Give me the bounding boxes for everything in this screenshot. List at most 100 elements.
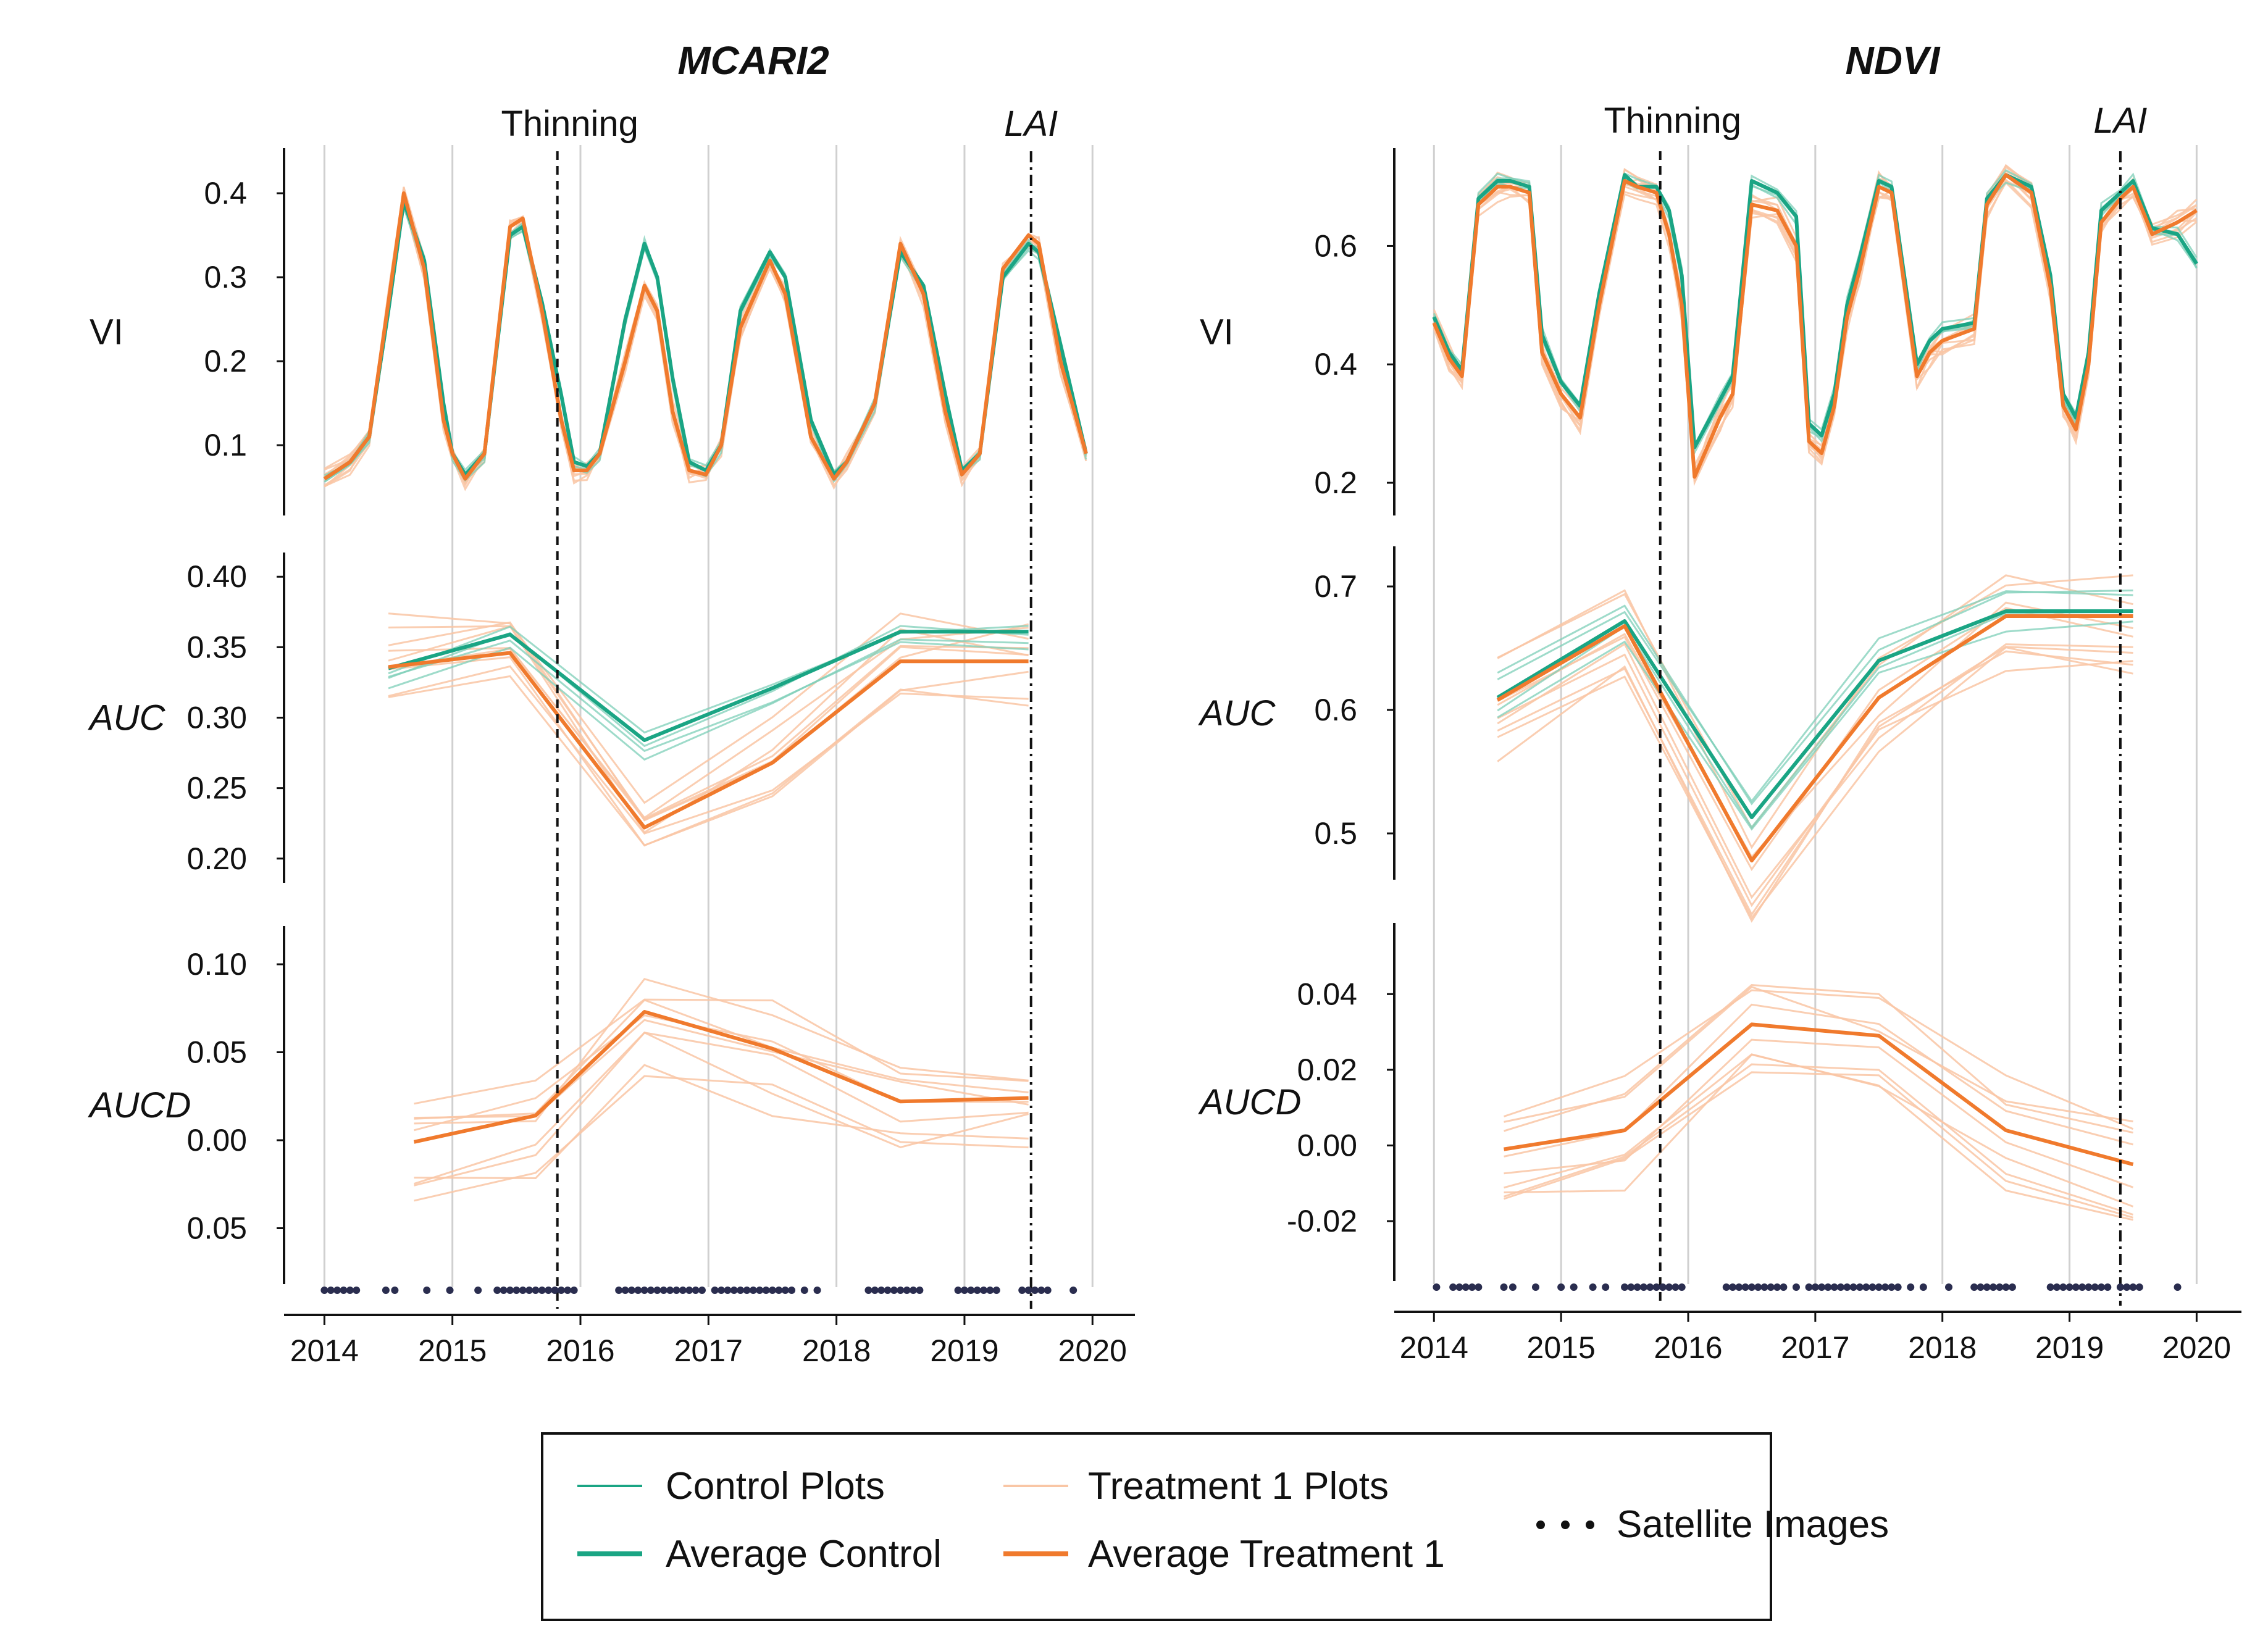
mcari2-satellite-dot bbox=[813, 1287, 821, 1294]
ndvi-satellite-dot bbox=[1509, 1283, 1517, 1291]
mcari2-satellite-dot bbox=[756, 1287, 764, 1294]
mcari2-panel-vi-treatment-plot-line bbox=[324, 187, 1087, 482]
mcari2-x-tick-label: 2015 bbox=[418, 1333, 487, 1368]
ndvi-satellite-dot bbox=[1990, 1283, 1998, 1291]
mcari2-x-tick-label: 2014 bbox=[290, 1333, 359, 1368]
mcari2-satellite-dot bbox=[986, 1287, 994, 1294]
ndvi-satellite-dot bbox=[1665, 1283, 1673, 1291]
mcari2-satellite-dot bbox=[538, 1287, 546, 1294]
mcari2-satellite-dot bbox=[877, 1287, 885, 1294]
mcari2-satellite-dot bbox=[871, 1287, 879, 1294]
mcari2-satellite-dot bbox=[897, 1287, 905, 1294]
mcari2-thinning-label: Thinning bbox=[501, 104, 638, 144]
ndvi-x-tick-label: 2020 bbox=[2162, 1330, 2231, 1365]
ndvi-satellite-dot bbox=[1773, 1283, 1781, 1291]
ndvi-satellite-dot bbox=[1907, 1283, 1915, 1291]
mcari2-panel-vi-treatment-plot-line bbox=[324, 200, 1087, 487]
mcari2-panel-aucd-treatment-plot-line bbox=[414, 999, 1029, 1120]
mcari2-panel-auc-average-treatment-line bbox=[388, 651, 1029, 830]
mcari2-satellite-dot bbox=[391, 1287, 399, 1294]
ndvi-satellite-dot bbox=[1919, 1283, 1927, 1291]
mcari2-satellite-dot bbox=[493, 1287, 501, 1294]
mcari2-satellite-dot bbox=[634, 1287, 642, 1294]
ndvi-satellite-dot bbox=[2046, 1283, 2054, 1291]
ndvi-satellite-dot bbox=[1627, 1283, 1635, 1291]
ndvi-panel-auc-treatment-plot-line bbox=[1497, 601, 2133, 859]
ndvi-panel-aucd-y-tick-label: 0.00 bbox=[1297, 1128, 1357, 1162]
ndvi-x-tick-label: 2018 bbox=[1908, 1330, 1977, 1365]
mcari2-satellite-dot bbox=[640, 1287, 648, 1294]
ndvi-panel-vi-y-tick-label: 0.4 bbox=[1314, 347, 1357, 382]
legend-label-control-plots: Control Plots bbox=[666, 1465, 885, 1508]
ndvi-panel-auc-y-tick-label: 0.6 bbox=[1314, 693, 1357, 727]
mcari2-panel-auc-y-tick-label: 0.35 bbox=[187, 630, 247, 664]
ndvi-satellite-dot bbox=[1570, 1283, 1578, 1291]
ndvi-satellite-dot bbox=[1811, 1283, 1819, 1291]
ndvi-satellite-dot bbox=[1747, 1283, 1755, 1291]
ndvi-panel-auc-y-tick-label: 0.7 bbox=[1314, 569, 1357, 604]
ndvi-satellite-dot bbox=[2129, 1283, 2137, 1291]
mcari2-satellite-dot bbox=[737, 1287, 745, 1294]
ndvi-satellite-dot bbox=[1602, 1283, 1610, 1291]
ndvi-satellite-dot bbox=[2116, 1283, 2124, 1291]
mcari2-satellite-dot bbox=[692, 1287, 700, 1294]
mcari2-x-tick-label: 2019 bbox=[930, 1333, 998, 1368]
mcari2-satellite-dot bbox=[525, 1287, 534, 1294]
mcari2-satellite-dot bbox=[570, 1287, 578, 1294]
mcari2-panel-auc-treatment-plot-line bbox=[388, 621, 1029, 822]
ndvi-satellite-dot bbox=[1862, 1283, 1870, 1291]
mcari2-satellite-dot bbox=[781, 1287, 789, 1294]
ndvi-x-tick-label: 2016 bbox=[1654, 1330, 1722, 1365]
ndvi-satellite-dot bbox=[2085, 1283, 2093, 1291]
ndvi-satellite-dot bbox=[2072, 1283, 2080, 1291]
ndvi-panel-aucd-treatment-plot-line bbox=[1504, 1003, 2133, 1158]
mcari2-satellite-dot bbox=[762, 1287, 770, 1294]
ndvi-satellite-dot bbox=[1659, 1283, 1667, 1291]
mcari2-satellite-dot bbox=[333, 1287, 341, 1294]
mcari2-satellite-dot bbox=[551, 1287, 559, 1294]
mcari2-panel-auc-treatment-plot-line bbox=[388, 612, 1029, 804]
mcari2-satellite-dot bbox=[382, 1287, 390, 1294]
mcari2-panel-vi-treatment-plot-line bbox=[324, 193, 1087, 486]
ndvi-x-tick-label: 2019 bbox=[2035, 1330, 2104, 1365]
ndvi-title: NDVI bbox=[1846, 38, 1941, 83]
ndvi-satellite-dot bbox=[1868, 1283, 1877, 1291]
legend-label-treatment-plots: Treatment 1 Plots bbox=[1088, 1465, 1389, 1508]
ndvi-satellite-dot bbox=[2104, 1283, 2112, 1291]
ndvi-satellite-dot bbox=[2008, 1283, 2016, 1291]
mcari2-satellite-dot bbox=[1024, 1287, 1032, 1294]
ndvi-satellite-dot bbox=[1760, 1283, 1768, 1291]
ndvi-satellite-dot bbox=[1468, 1283, 1476, 1291]
mcari2-panel-vi-treatment-plot-line bbox=[324, 202, 1087, 490]
ndvi-panel-vi-treatment-plot-line bbox=[1433, 179, 2198, 482]
mcari2-panel-aucd-y-tick-label: 0.05 bbox=[187, 1035, 247, 1070]
mcari2-panel-auc-treatment-plot-line bbox=[388, 665, 1029, 835]
mcari2-satellite-dot bbox=[545, 1287, 553, 1294]
mcari2-panel-aucd-y-tick-label: 0.10 bbox=[187, 947, 247, 982]
mcari2-satellite-dot bbox=[775, 1287, 783, 1294]
ndvi-panel-vi-y-tick-label: 0.6 bbox=[1314, 228, 1357, 263]
mcari2-satellite-dot bbox=[1069, 1287, 1078, 1294]
ndvi-panel-auc-control-plot-line bbox=[1497, 589, 2133, 806]
ndvi-panel-aucd-treatment-plot-line bbox=[1504, 989, 2134, 1130]
ndvi-panel-auc-treatment-plot-line bbox=[1497, 646, 2133, 917]
ndvi-x-tick-label: 2017 bbox=[1781, 1330, 1849, 1365]
mcari2-chart: MCARI2 0.1 0.2 0.3 0.4 VI 0.20 0.25 0.30 0.35 0.4… bbox=[88, 38, 1135, 1368]
mcari2-satellite-dot bbox=[621, 1287, 629, 1294]
mcari2-satellite-dot bbox=[615, 1287, 623, 1294]
mcari2-satellite-dot bbox=[647, 1287, 655, 1294]
mcari2-panel-aucd-treatment-plot-line bbox=[414, 1019, 1029, 1119]
mcari2-panel-vi-control-plot-line bbox=[324, 198, 1087, 478]
mcari2-panel-vi-y-tick-label: 0.1 bbox=[204, 428, 247, 462]
ndvi-satellite-dot bbox=[2091, 1283, 2099, 1291]
mcari2-panel-aucd-treatment-plot-line bbox=[414, 1032, 1029, 1185]
mcari2-satellite-dot bbox=[685, 1287, 693, 1294]
mcari2-satellite-dot bbox=[698, 1287, 706, 1294]
mcari2-panel-vi-treatment-plot-line bbox=[324, 196, 1087, 486]
mcari2-satellite-dot bbox=[743, 1287, 751, 1294]
ndvi-satellite-dot bbox=[1824, 1283, 1832, 1291]
ndvi-satellite-dot bbox=[1818, 1283, 1826, 1291]
legend-swatch-satellite-images bbox=[1536, 1521, 1594, 1529]
mcari2-satellite-dot bbox=[679, 1287, 687, 1294]
